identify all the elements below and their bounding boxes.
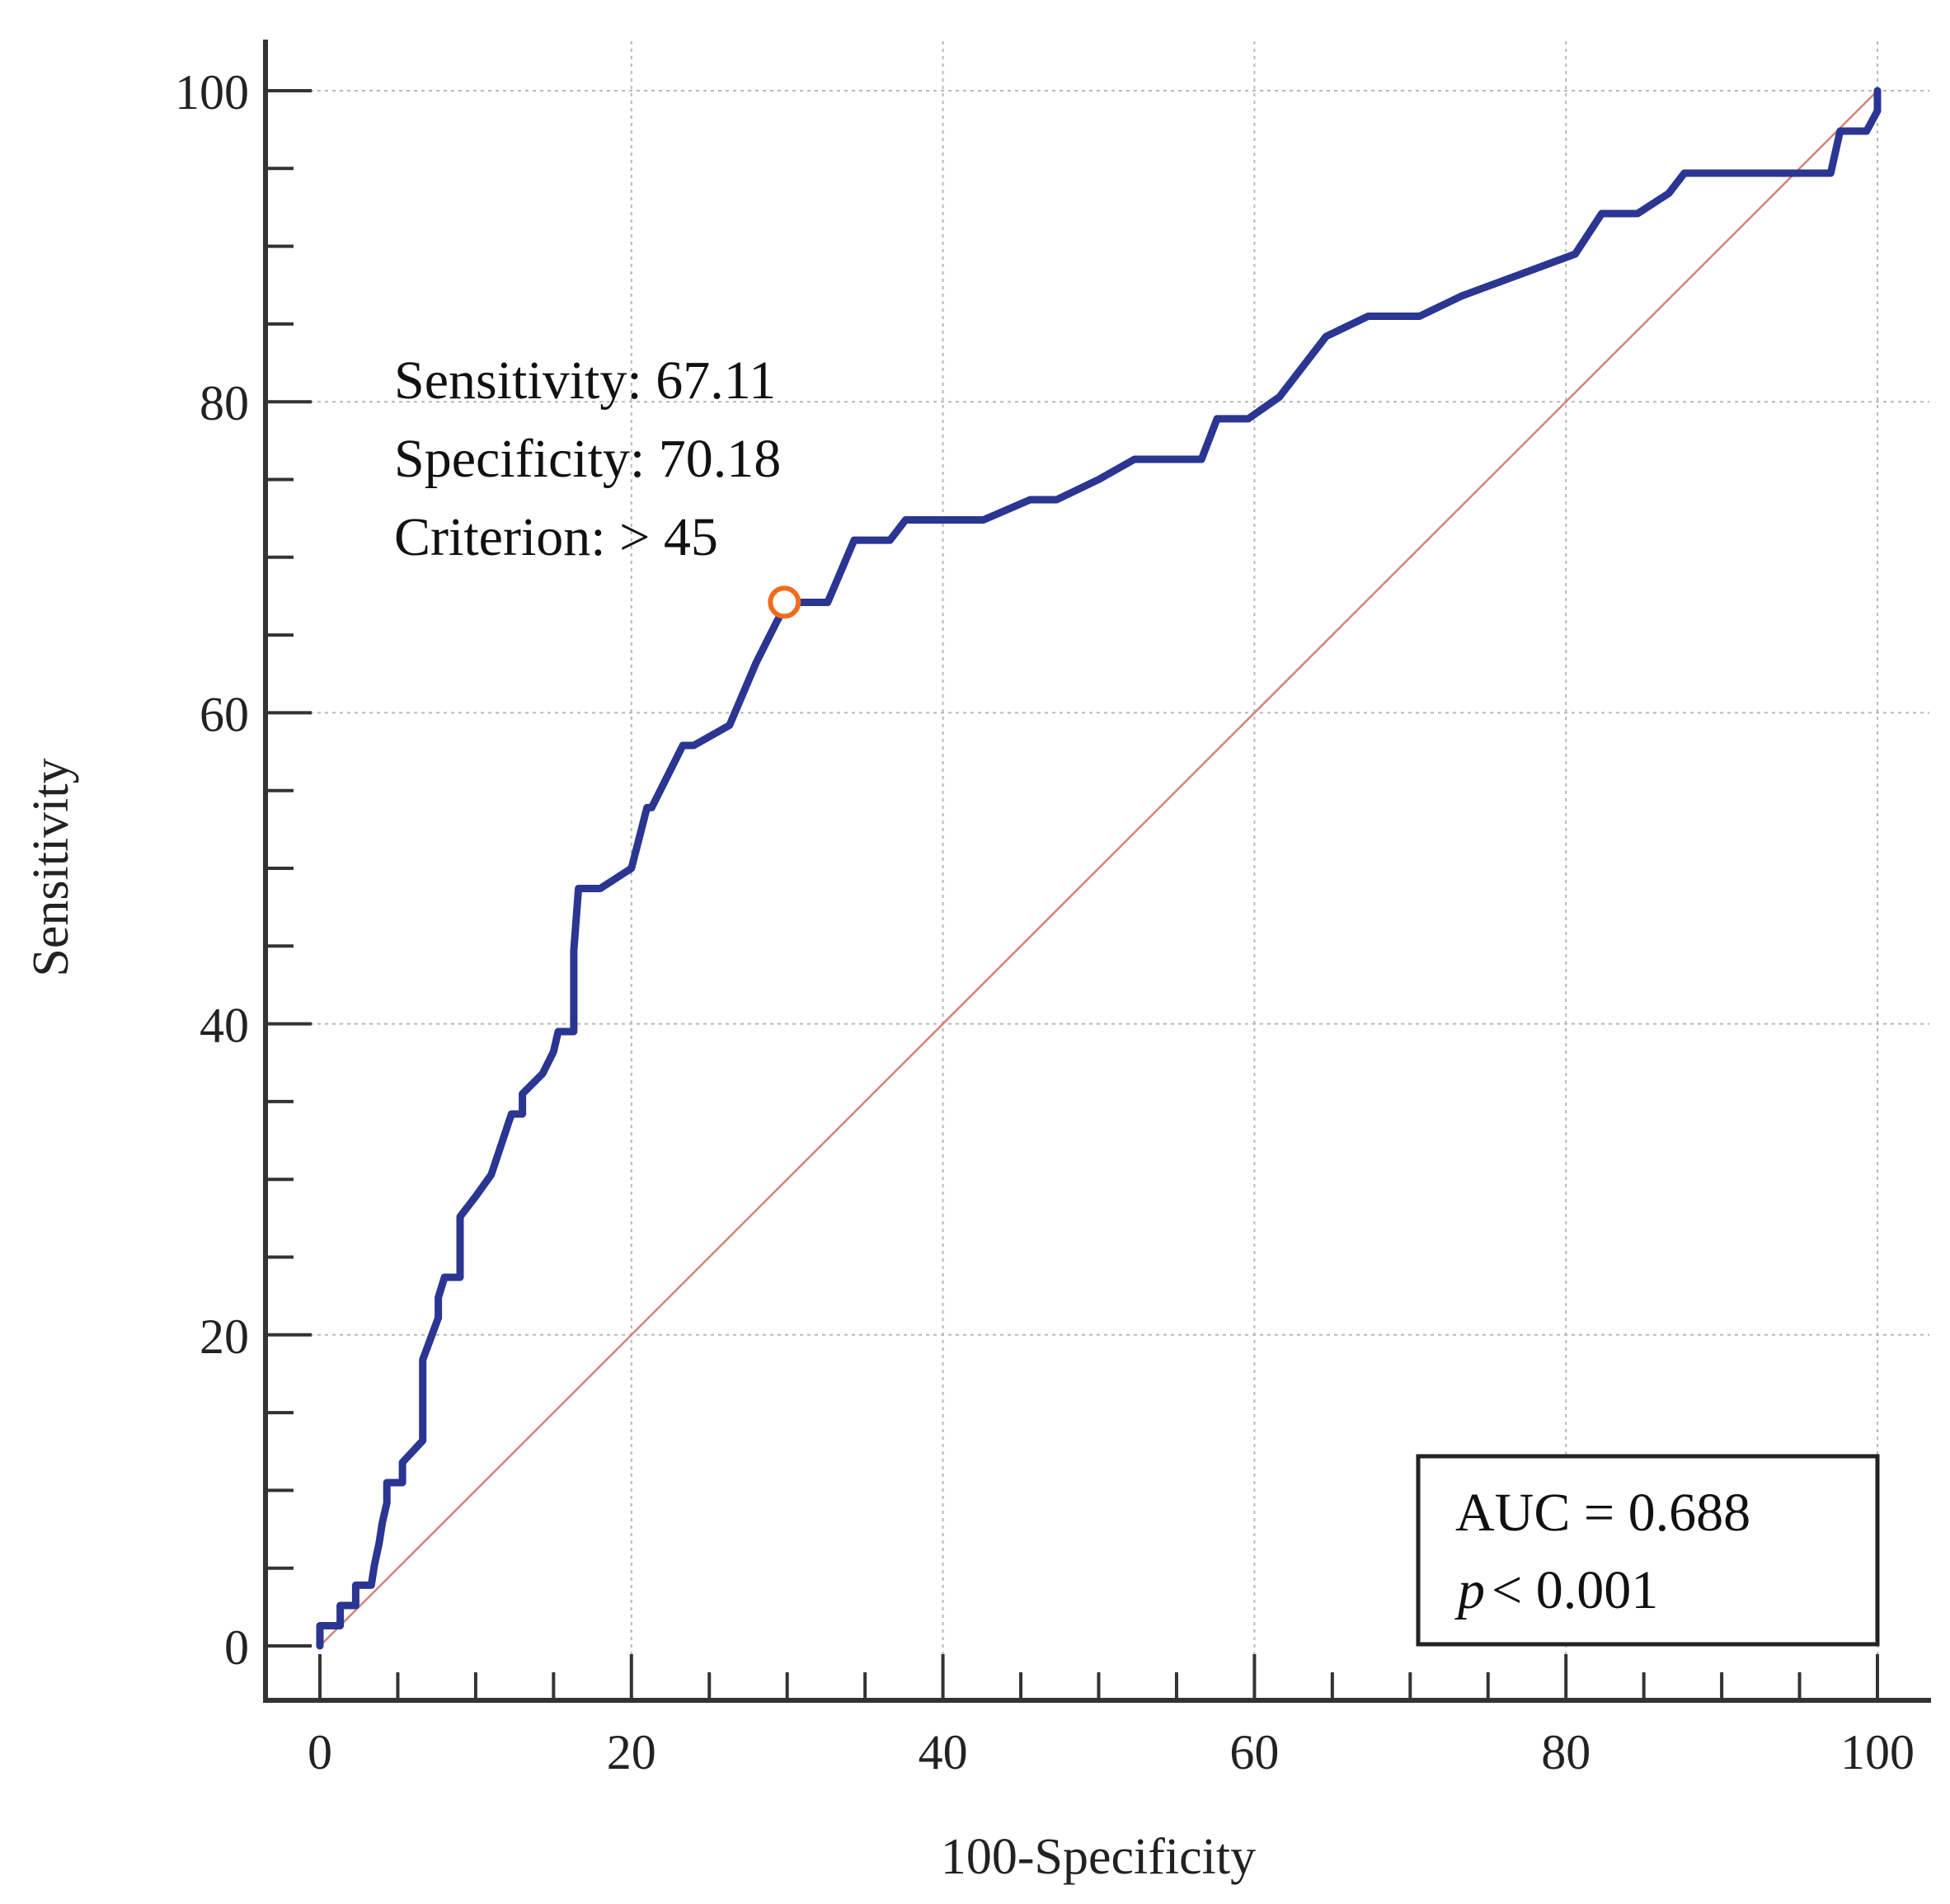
y-tick-label-0: 0 [224, 1620, 249, 1675]
y-tick-label-40: 40 [200, 999, 249, 1053]
y-tick-label-100: 100 [175, 65, 249, 120]
reference-diagonal-line [319, 90, 1878, 1647]
roc-curve-line [316, 87, 1882, 1650]
y-tick-label-20: 20 [200, 1309, 249, 1364]
annotation-criterion: Criterion: > 45 [394, 507, 718, 567]
y-tick-label-60: 60 [200, 687, 249, 741]
x-tick-label-60: 60 [1229, 1725, 1279, 1779]
grid-lines [265, 41, 1929, 1700]
x-tick-label-0: 0 [308, 1725, 332, 1779]
legend-p-text: < 0.001 [1492, 1560, 1658, 1620]
x-tick-label-20: 20 [607, 1725, 656, 1779]
axis-ticks: 0 20 40 60 80 100 0 20 40 60 80 100 [175, 65, 1915, 1779]
annotation-sensitivity: Sensitivity: 67.11 [394, 350, 776, 411]
x-tick-label-100: 100 [1840, 1725, 1915, 1779]
x-tick-label-80: 80 [1541, 1725, 1591, 1779]
auc-legend-box: AUC = 0.688 p < 0.001 [1416, 1454, 1880, 1647]
legend-p-symbol: p [1454, 1560, 1485, 1620]
legend-auc: AUC = 0.688 [1455, 1483, 1750, 1543]
y-axis-title: Sensitivity [23, 758, 79, 976]
legend-p-value: p < 0.001 [1454, 1560, 1658, 1620]
annotation-specificity: Specificity: 70.18 [394, 429, 781, 489]
x-axis-title: 100-Specificity [941, 1829, 1256, 1885]
y-tick-label-80: 80 [200, 376, 249, 430]
x-tick-label-40: 40 [919, 1725, 968, 1779]
optimal-cutoff-point [768, 585, 801, 619]
